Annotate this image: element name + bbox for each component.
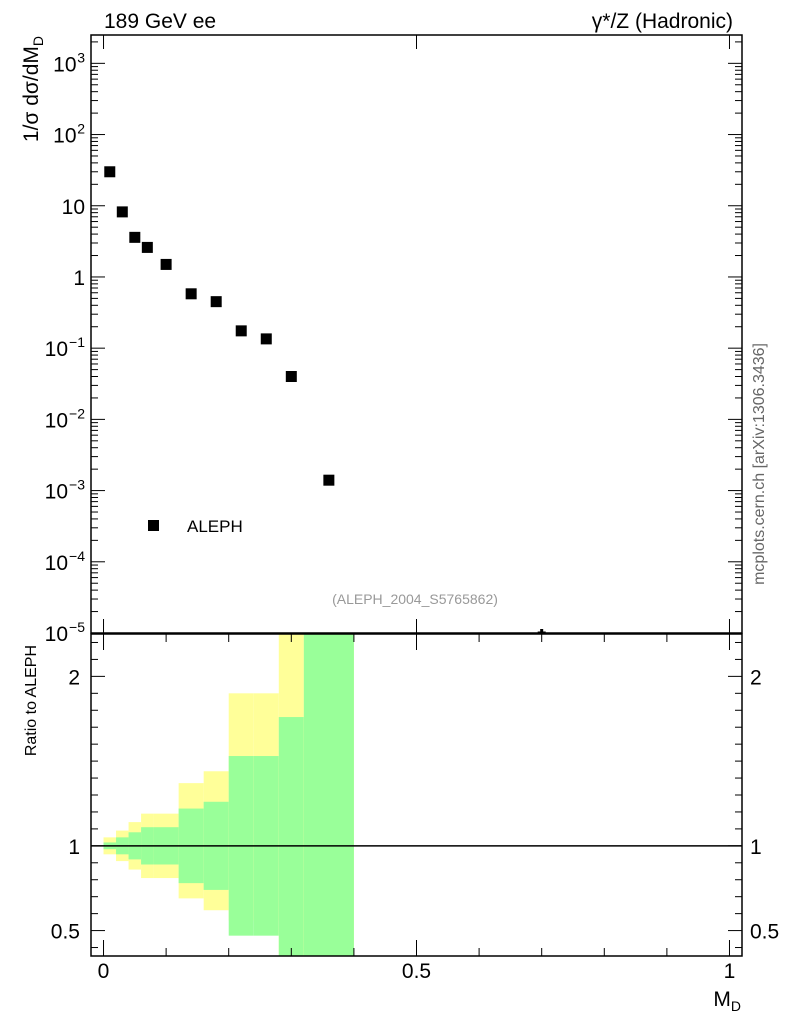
x-tick-label: 1: [724, 960, 736, 983]
legend-marker: [148, 520, 159, 531]
legend-label: ALEPH: [187, 517, 243, 536]
data-point: [160, 258, 172, 270]
x-axis-label: MD: [713, 988, 741, 1014]
y-tick-exponent: −2: [69, 405, 85, 421]
y-tick-exponent: 2: [77, 121, 85, 137]
main-ylabel: 1/σ dσ/dMD: [20, 36, 46, 142]
data-point: [235, 325, 247, 337]
ratio-ylabel: Ratio to ALEPH: [23, 645, 40, 756]
y-tick-exponent: −3: [69, 477, 85, 493]
analysis-watermark: (ALEPH_2004_S5765862): [332, 591, 498, 607]
y-tick-exponent: −5: [69, 619, 85, 635]
y-tick-exponent: −4: [69, 548, 85, 564]
aleph-series: [104, 166, 546, 635]
data-point: [104, 166, 116, 178]
y-tick-label: 10: [53, 125, 76, 148]
data-point: [210, 296, 222, 308]
y-tick-label: 10: [45, 481, 68, 504]
ratio-y-tick-label: 1: [68, 836, 80, 859]
ratio-y-tick-label-right: 0.5: [750, 921, 779, 944]
ratio-panel-frame: [90, 633, 743, 957]
main-panel-frame: [90, 34, 743, 634]
ratio-y-tick-label: 2: [68, 666, 80, 689]
header-right-label: γ*/Z (Hadronic): [592, 10, 733, 33]
main-panel-ticks: [91, 35, 742, 634]
data-point: [141, 241, 153, 253]
data-point: [260, 333, 272, 345]
ratio-bands: [103, 634, 354, 956]
data-point: [185, 288, 197, 300]
y-tick-label: 10: [45, 623, 68, 646]
ratio-panel: 0.5 0.5 1 1 2 2 0 0.5 1 Ratio to ALEPH MD: [23, 633, 779, 1014]
ratio-y-tick-label-right: 2: [750, 666, 762, 689]
data-point: [285, 371, 297, 383]
inner-band-bin: [303, 634, 354, 956]
inner-band-bin: [278, 717, 304, 956]
y-tick-label: 10: [45, 552, 68, 575]
ratio-y-tick-label-right: 1: [750, 836, 762, 859]
ratio-panel-ticks: [91, 634, 742, 956]
data-point: [116, 206, 128, 218]
y-tick-exponent: −1: [69, 334, 85, 350]
data-point: [323, 474, 335, 486]
y-tick-label: 10: [45, 409, 68, 432]
x-tick-label: 0: [98, 960, 110, 983]
y-tick-exponent: 3: [77, 49, 85, 65]
x-tick-label: 0.5: [402, 960, 431, 983]
y-tick-label: 10: [45, 338, 68, 361]
y-tick-label: 10: [53, 53, 76, 76]
y-tick-label: 1: [73, 267, 85, 290]
header-left-label: 189 GeV ee: [104, 10, 216, 33]
ratio-y-tick-label: 0.5: [51, 921, 80, 944]
ratio-panel-tick-labels: 0.5 0.5 1 1 2 2 0 0.5 1: [51, 666, 779, 983]
source-side-note: mcplots.cern.ch [arXiv:1306.3436]: [751, 343, 768, 585]
data-point: [129, 231, 141, 243]
y-tick-label: 10: [62, 196, 85, 219]
